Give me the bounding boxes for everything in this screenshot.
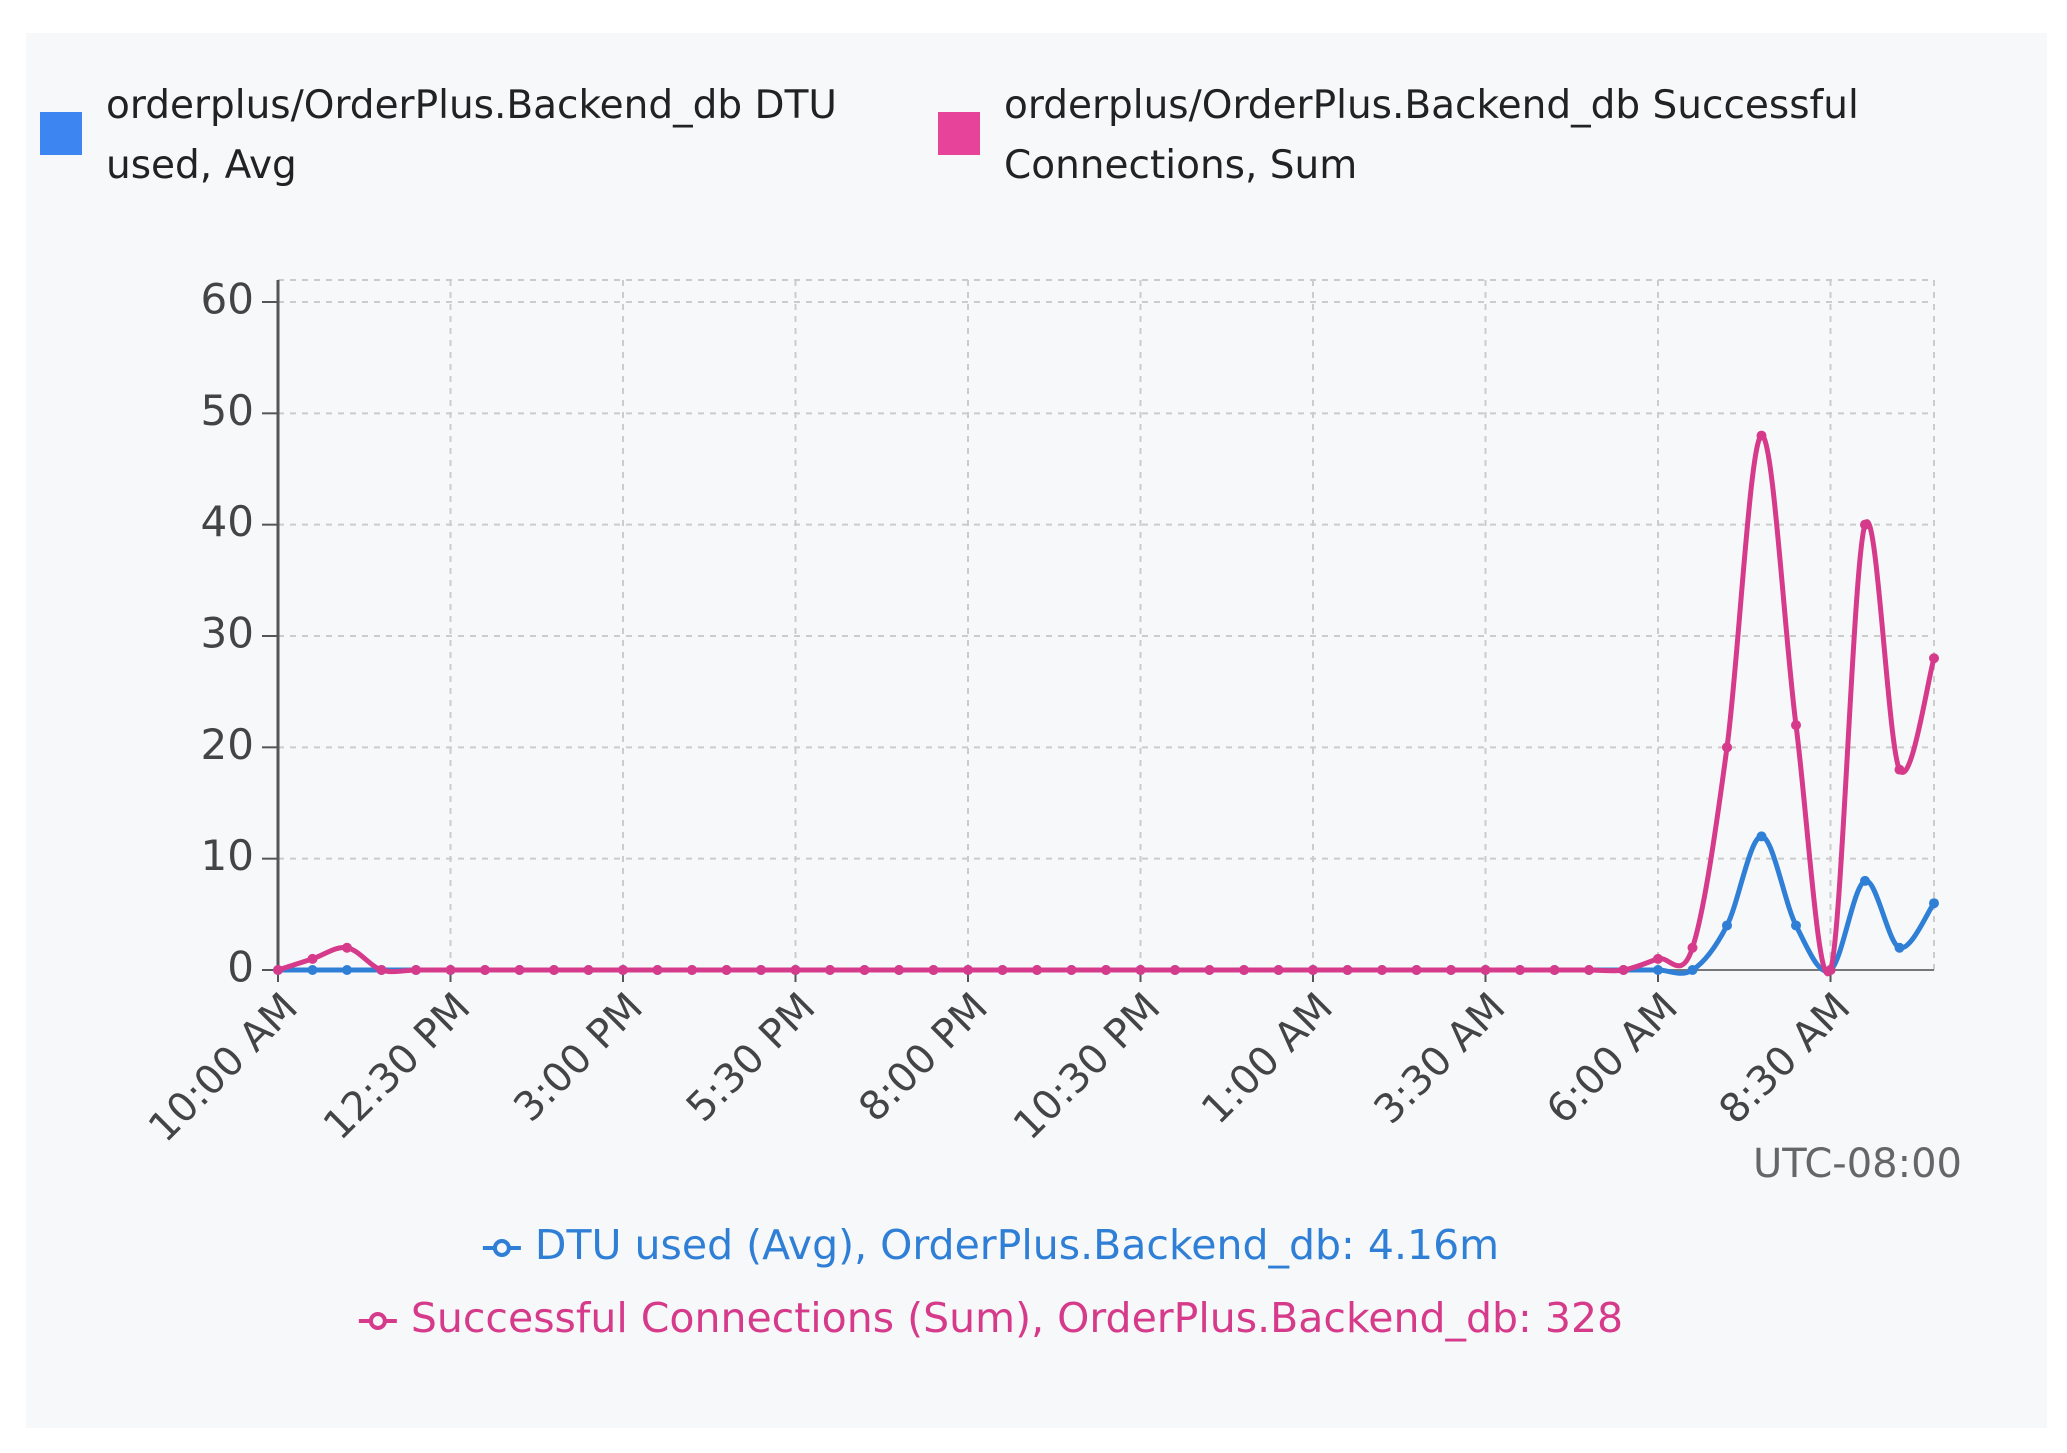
data-point xyxy=(1653,953,1663,964)
data-point xyxy=(1066,965,1077,975)
y-tick-label: 60 xyxy=(201,275,254,324)
data-point xyxy=(790,965,801,975)
data-point xyxy=(1342,965,1353,975)
data-point xyxy=(963,965,973,975)
data-point xyxy=(1756,831,1767,842)
legend-label: orderplus/OrderPlus.Backend_db DTU used,… xyxy=(106,83,837,188)
data-point xyxy=(1722,920,1732,931)
data-point xyxy=(687,965,697,975)
y-tick-label: 0 xyxy=(227,943,254,992)
data-point xyxy=(1135,965,1146,975)
data-point xyxy=(342,965,352,975)
y-tick-label: 20 xyxy=(201,720,254,769)
data-point xyxy=(549,965,559,975)
summary-label: DTU used (Avg), OrderPlus.Backend_db: 4.… xyxy=(535,1221,1499,1269)
data-point xyxy=(1549,965,1560,975)
data-point xyxy=(825,965,835,975)
data-point xyxy=(1860,875,1870,886)
data-point xyxy=(1308,965,1318,975)
data-point xyxy=(1101,965,1111,975)
summary-label: Successful Connections (Sum), OrderPlus.… xyxy=(411,1294,1623,1342)
summary-icon xyxy=(492,1239,511,1257)
data-point xyxy=(652,965,663,975)
data-point xyxy=(1929,653,1939,664)
data-point xyxy=(1722,742,1732,753)
data-point xyxy=(1377,965,1387,975)
data-point xyxy=(1204,965,1215,975)
data-point xyxy=(307,953,318,964)
data-point xyxy=(1618,965,1629,975)
data-point xyxy=(1687,965,1698,975)
data-point xyxy=(894,965,904,975)
data-point xyxy=(618,965,628,975)
data-point xyxy=(1273,965,1284,975)
data-point xyxy=(1411,965,1422,975)
y-tick-label: 30 xyxy=(201,609,254,658)
legend-label: orderplus/OrderPlus.Backend_db Successfu… xyxy=(1004,83,1859,188)
legend-swatch xyxy=(938,112,980,155)
data-point xyxy=(1791,720,1801,731)
data-point xyxy=(721,965,732,975)
data-point xyxy=(307,965,318,975)
y-tick-label: 40 xyxy=(201,497,254,546)
panel xyxy=(26,33,2047,1428)
data-point xyxy=(514,965,525,975)
data-point xyxy=(445,965,456,975)
data-point xyxy=(1894,942,1905,953)
legend-swatch xyxy=(40,112,82,155)
data-point xyxy=(1480,965,1491,975)
data-point xyxy=(1239,965,1249,975)
data-point xyxy=(1653,965,1663,975)
data-point xyxy=(1894,764,1905,775)
timezone-label: UTC-08:00 xyxy=(1753,1141,1962,1187)
data-point xyxy=(928,965,939,975)
data-point xyxy=(1756,430,1767,441)
data-point xyxy=(342,942,352,953)
data-point xyxy=(273,965,283,975)
data-point xyxy=(1032,965,1042,975)
data-point xyxy=(1584,965,1594,975)
data-point xyxy=(756,965,766,975)
data-point xyxy=(376,965,387,975)
data-point xyxy=(859,965,870,975)
y-tick-label: 10 xyxy=(201,831,254,880)
data-point xyxy=(411,965,421,975)
data-point xyxy=(1687,942,1698,953)
data-point xyxy=(1515,965,1525,975)
data-point xyxy=(1791,920,1801,931)
data-point xyxy=(1825,965,1836,975)
data-point xyxy=(1170,965,1180,975)
data-point xyxy=(480,965,490,975)
summary-icon xyxy=(368,1312,387,1330)
data-point xyxy=(583,965,594,975)
y-tick-label: 50 xyxy=(201,386,254,435)
data-point xyxy=(1446,965,1456,975)
data-point xyxy=(1860,519,1870,530)
data-point xyxy=(997,965,1008,975)
data-point xyxy=(1929,898,1939,909)
